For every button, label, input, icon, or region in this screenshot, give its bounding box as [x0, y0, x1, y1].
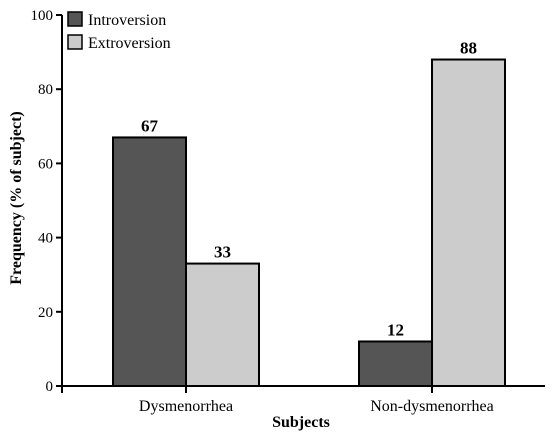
y-tick-label: 20 [38, 305, 53, 321]
legend-label: Introversion [88, 12, 166, 29]
data-label: 67 [141, 116, 159, 135]
y-axis: 0 20 40 60 80 100 [31, 8, 63, 395]
data-label: 12 [387, 320, 404, 339]
bar-extroversion-dysmenorrhea [185, 262, 260, 388]
y-axis-title: Frequency (% of subject) [8, 111, 25, 284]
x-axis-title: Subjects [272, 414, 330, 431]
legend: Introversion Extroversion [67, 11, 171, 52]
y-tick-label: 100 [31, 8, 54, 24]
x-tick-label: Non-dysmenorrhea [370, 398, 494, 415]
bar-introversion-non-dysmenorrhea [358, 340, 433, 388]
legend-swatch [67, 34, 83, 50]
data-label: 88 [460, 39, 477, 58]
data-label: 33 [214, 243, 231, 262]
legend-swatch [67, 11, 83, 27]
bar-extroversion-non-dysmenorrhea [431, 58, 506, 388]
y-tick-label: 80 [38, 82, 53, 98]
y-tick-label: 40 [38, 231, 53, 247]
x-axis: Dysmenorrhea Non-dysmenorrhea [56, 385, 545, 415]
bar-introversion-dysmenorrhea [112, 136, 187, 387]
y-tick-label: 60 [38, 156, 53, 172]
legend-label: Extroversion [88, 35, 171, 52]
bars [112, 58, 506, 388]
data-labels: 67 33 12 88 [141, 39, 477, 340]
y-tick-label: 0 [46, 379, 54, 395]
x-tick-label: Dysmenorrhea [139, 398, 233, 415]
